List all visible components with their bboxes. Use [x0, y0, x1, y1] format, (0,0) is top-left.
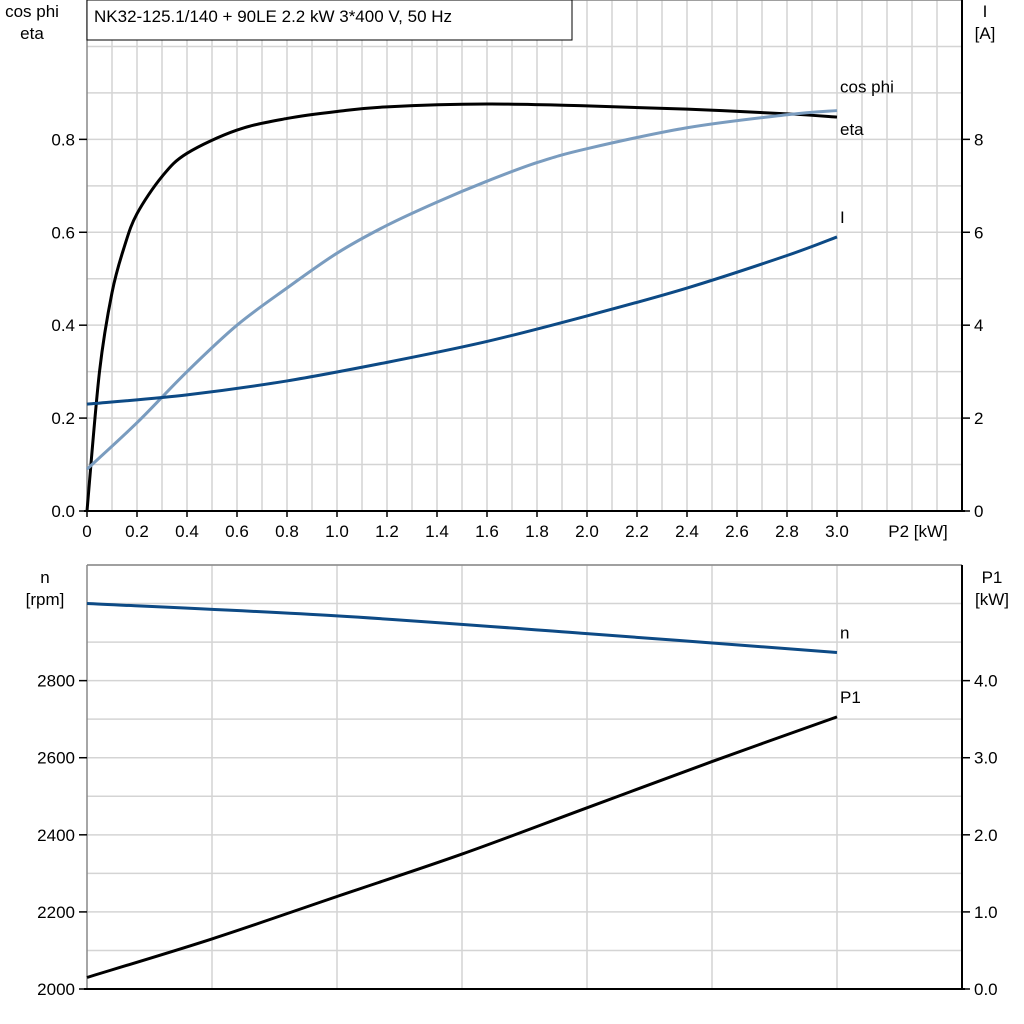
x-tick-label: 2.0 [575, 522, 599, 541]
x-tick-label: 0.8 [275, 522, 299, 541]
left-tick-label: 2200 [37, 903, 75, 922]
x-tick-label: 2.6 [725, 522, 749, 541]
right-axis-title: [kW] [975, 590, 1009, 609]
right-tick-label: 0.0 [974, 980, 998, 999]
series-label-n: n [840, 623, 849, 642]
right-tick-label: 3.0 [974, 749, 998, 768]
x-tick-label: 1.6 [475, 522, 499, 541]
left-axis-title: eta [20, 24, 44, 43]
top-grid [87, 0, 962, 511]
right-tick-label: 2 [974, 409, 983, 428]
x-tick-label: 2.2 [625, 522, 649, 541]
x-tick-label: 3.0 [825, 522, 849, 541]
left-tick-label: 0.6 [51, 223, 75, 242]
x-axis-title: P2 [kW] [888, 522, 948, 541]
right-axis-title: I [983, 2, 988, 21]
chart-title: NK32-125.1/140 + 90LE 2.2 kW 3*400 V, 50… [94, 7, 452, 26]
series-label-p1: P1 [840, 688, 861, 707]
left-tick-label: 0.8 [51, 130, 75, 149]
left-tick-label: 0.0 [51, 502, 75, 521]
series-line-eta [85, 102, 838, 512]
title-box: NK32-125.1/140 + 90LE 2.2 kW 3*400 V, 50… [86, 0, 573, 41]
x-tick-label: 1.0 [325, 522, 349, 541]
x-tick-label: 1.2 [375, 522, 399, 541]
series-label-i: I [840, 208, 845, 227]
x-tick-label: 2.4 [675, 522, 699, 541]
series-line-cos-phi [85, 109, 838, 471]
right-tick-label: 1.0 [974, 903, 998, 922]
series [85, 102, 838, 979]
right-axis-title: P1 [982, 568, 1003, 587]
left-tick-label: 0.2 [51, 409, 75, 428]
series-line-i [86, 235, 838, 406]
left-axis-title: cos phi [5, 2, 59, 21]
series-line-p1 [86, 715, 838, 979]
right-tick-label: 2.0 [974, 826, 998, 845]
left-tick-label: 2000 [37, 980, 75, 999]
right-tick-label: 6 [974, 223, 983, 242]
left-tick-label: 2400 [37, 826, 75, 845]
labels: 0.0 0.2 0.4 0.6 0.8 0 2 4 6 8 cos phi eta I [A] 0 0.2 0.… [5, 2, 1009, 999]
right-tick-label: 8 [974, 130, 983, 149]
x-tick-label: 0 [82, 522, 91, 541]
series-label-eta: eta [840, 120, 864, 139]
right-tick-label: 0 [974, 502, 983, 521]
x-tick-label: 0.4 [175, 522, 199, 541]
x-tick-label: 1.4 [425, 522, 449, 541]
left-axis-title: [rpm] [26, 590, 65, 609]
right-axis-title: [A] [975, 24, 996, 43]
right-tick-label: 4.0 [974, 672, 998, 691]
x-tick-label: 0.6 [225, 522, 249, 541]
x-tick-label: 1.8 [525, 522, 549, 541]
right-tick-label: 4 [974, 316, 983, 335]
x-tick-label: 2.8 [775, 522, 799, 541]
left-tick-label: 0.4 [51, 316, 75, 335]
left-axis-title: n [40, 568, 49, 587]
series-label-cos-phi: cos phi [840, 78, 894, 97]
x-tick-label: 0.2 [125, 522, 149, 541]
left-tick-label: 2800 [37, 672, 75, 691]
left-tick-label: 2600 [37, 749, 75, 768]
series-line-n [86, 602, 838, 654]
axes [79, 0, 970, 990]
